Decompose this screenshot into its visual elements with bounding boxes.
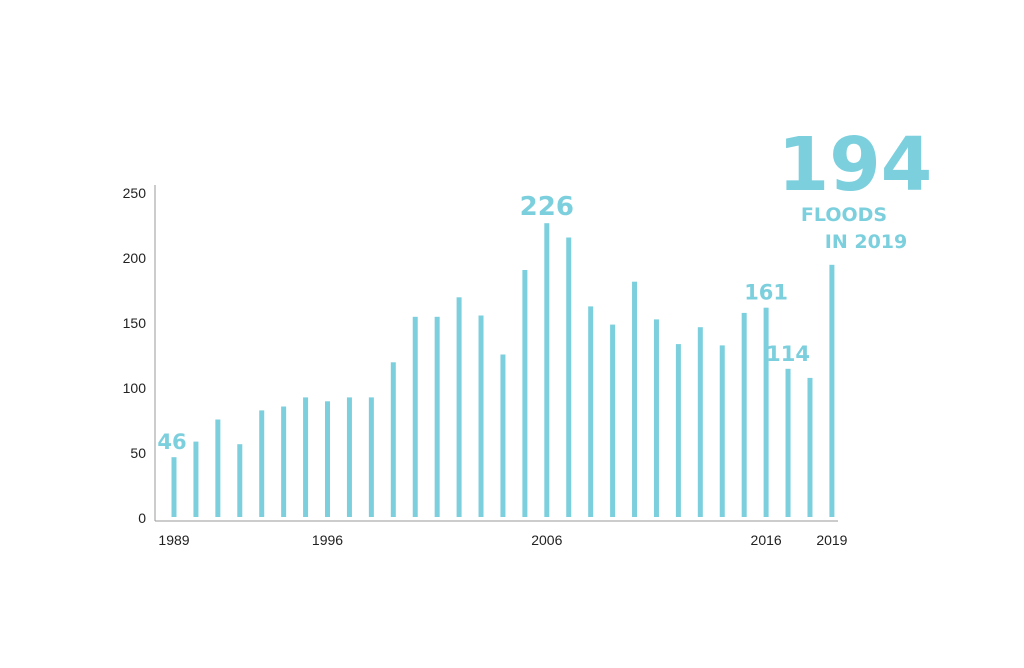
data-label-2017: 114: [766, 342, 810, 366]
bar-2007: [566, 237, 572, 517]
bar-2001: [434, 316, 440, 517]
y-tick-label: 50: [130, 445, 146, 461]
bar-1994: [281, 406, 287, 517]
bar-2006: [544, 223, 550, 517]
bar-1997: [346, 397, 352, 517]
data-label-1989: 46: [157, 430, 186, 454]
x-tick-label: 2006: [531, 532, 562, 548]
bar-1991: [215, 419, 221, 517]
bar-1998: [368, 397, 374, 517]
y-tick-label: 150: [123, 315, 147, 331]
x-tick-label: 2019: [816, 532, 847, 548]
data-label-2016: 161: [744, 281, 788, 305]
bar-2000: [412, 316, 418, 517]
bar-1992: [237, 444, 243, 517]
bar-2008: [588, 306, 594, 517]
bar-2016: [763, 307, 769, 517]
x-tick-label: 1996: [312, 532, 343, 548]
bar-2005: [522, 270, 528, 517]
y-tick-label: 0: [138, 510, 146, 526]
bar-2013: [697, 327, 703, 517]
y-tick-label: 250: [123, 185, 147, 201]
x-tick-label: 1989: [158, 532, 189, 548]
bar-2012: [675, 344, 681, 517]
y-tick-label: 200: [123, 250, 147, 266]
y-tick-label: 100: [123, 380, 147, 396]
bar-1999: [390, 362, 396, 517]
bar-2017: [785, 368, 791, 517]
bar-2002: [456, 297, 462, 517]
x-tick-label: 2016: [751, 532, 782, 548]
bar-1993: [259, 410, 265, 517]
bar-1989: [171, 457, 177, 517]
bar-2004: [500, 354, 506, 517]
bar-2003: [478, 315, 484, 517]
bar-2009: [610, 324, 616, 517]
bar-1990: [193, 441, 199, 517]
bar-2015: [741, 312, 747, 517]
bar-2014: [719, 345, 725, 517]
bar-2011: [653, 319, 659, 517]
highlight-line1: FLOODS: [801, 204, 887, 226]
bar-2010: [632, 281, 638, 517]
data-label-2006: 226: [520, 192, 574, 222]
bar-2018: [807, 377, 813, 517]
bar-1996: [325, 401, 331, 517]
highlight-line2: IN 2019: [825, 231, 907, 253]
bar-1995: [303, 397, 309, 517]
highlight-value: 194: [778, 122, 932, 208]
bar-2019: [829, 264, 835, 517]
